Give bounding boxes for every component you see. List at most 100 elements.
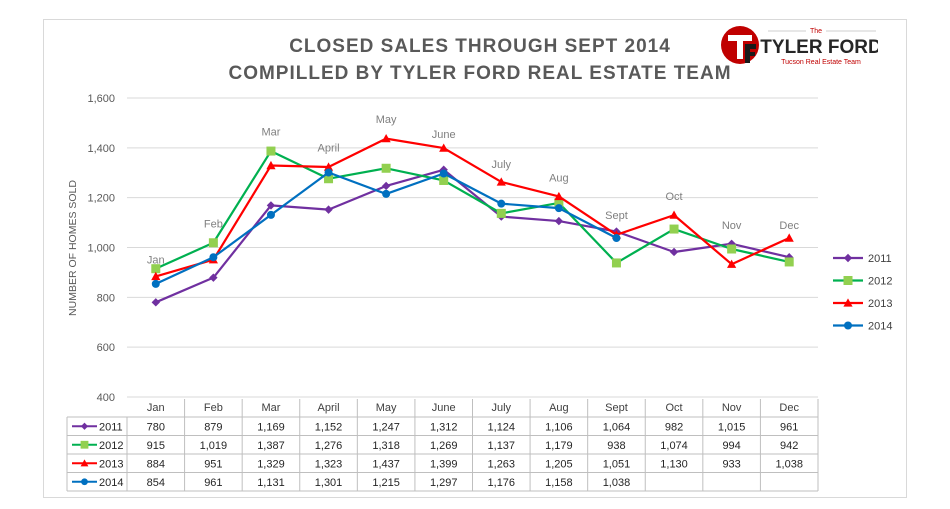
- data-point-2014-May: [382, 189, 391, 198]
- table-cell: 1,019: [200, 440, 228, 452]
- table-series-name: 2011: [99, 421, 123, 433]
- table-cell: 1,130: [660, 458, 688, 470]
- data-point-2012-Mar: [266, 146, 276, 156]
- tyler-ford-logo: The TYLER FORD Tucson Real Estate Team: [721, 26, 878, 66]
- table-legend-marker: [80, 440, 89, 449]
- data-point-2013-April: [323, 162, 334, 171]
- data-point-2011-Feb: [209, 273, 218, 282]
- data-point-2014-Mar: [266, 210, 275, 219]
- x-tick-label: Feb: [204, 402, 223, 414]
- table-legend-marker: [81, 478, 88, 486]
- annotation-April: April: [318, 143, 340, 155]
- table-cell: 1,124: [488, 421, 516, 433]
- table-cell: 938: [607, 440, 625, 452]
- table-cell: 1,276: [315, 440, 343, 452]
- annotation-Mar: Mar: [261, 126, 280, 138]
- table-cell: 1,399: [430, 458, 458, 470]
- legend-label: 2012: [868, 276, 892, 288]
- table-series-name: 2012: [99, 440, 123, 452]
- logo-name: TYLER FORD: [760, 37, 878, 58]
- table-row-2013: 2013 884 951 1,329 1,323 1,437 1,399 1,263 1,205…: [72, 458, 803, 470]
- data-point-2013-June: [439, 143, 449, 152]
- series-2011: [151, 165, 794, 307]
- table-cell: 961: [780, 421, 798, 433]
- x-tick-label: Jan: [147, 402, 165, 414]
- gridlines: [127, 97, 818, 398]
- table-cell: 1,152: [315, 421, 343, 433]
- data-point-2014-Aug: [554, 204, 563, 213]
- table-cell: 1,329: [257, 458, 285, 470]
- data-point-2011-Oct: [669, 247, 679, 257]
- legend-marker: [843, 276, 853, 285]
- y-tick-label: 1,600: [87, 93, 115, 105]
- table-cell: 1,387: [257, 440, 285, 452]
- x-tick-label: May: [376, 402, 397, 414]
- legend-item-2014: 2014: [833, 321, 892, 333]
- data-point-2012-Sept: [611, 258, 621, 268]
- data-point-2014-July: [497, 199, 506, 208]
- table-cell: 1,038: [775, 458, 803, 470]
- data-point-2014-Sept: [612, 234, 621, 243]
- data-point-2011-May: [381, 181, 391, 191]
- series-2014: [151, 168, 621, 288]
- chart-title-block: CLOSED SALES THROUGH SEPT 2014 COMPILLED…: [180, 33, 780, 87]
- x-tick-label: Nov: [722, 402, 742, 414]
- data-point-2012-July: [496, 208, 506, 218]
- legend-marker: [843, 298, 853, 307]
- x-tick-label: Aug: [549, 402, 569, 414]
- series-line-2012: [155, 149, 790, 270]
- series-2012: [151, 146, 794, 274]
- annotation-Aug: Aug: [549, 172, 569, 184]
- table-cell: 1,106: [545, 421, 573, 433]
- data-point-2012-Feb: [208, 238, 218, 248]
- annotation-Sept: Sept: [605, 210, 628, 222]
- series-line-2011: [155, 168, 790, 304]
- table-cell: 1,215: [372, 477, 400, 489]
- table-cell: 982: [665, 421, 683, 433]
- table-cell: 1,269: [430, 440, 458, 452]
- data-point-2014-June: [439, 169, 448, 178]
- table-cell: 1,015: [718, 421, 746, 433]
- table-cell: 1,205: [545, 458, 573, 470]
- annotation-Nov: Nov: [722, 220, 742, 232]
- table-cell: 1,051: [603, 458, 631, 470]
- table-cell: 942: [780, 440, 798, 452]
- table-cell: 1,176: [488, 477, 516, 489]
- table-cell: 1,301: [315, 477, 343, 489]
- data-point-2013-Nov: [727, 259, 737, 268]
- series-2013: [151, 134, 794, 281]
- data-point-2011-Jan: [151, 298, 160, 307]
- table-series-name: 2013: [99, 458, 123, 470]
- month-annotations: Jan Feb Mar April May June July Aug Sept Oct Nov De…: [147, 114, 800, 267]
- table-cell: 780: [147, 421, 165, 433]
- data-point-2013-Aug: [554, 191, 564, 201]
- legend-label: 2014: [868, 321, 892, 333]
- y-tick-label: 1,000: [87, 243, 115, 255]
- table-cell: 961: [204, 477, 222, 489]
- legend-label: 2011: [868, 253, 892, 265]
- annotation-July: July: [492, 159, 512, 171]
- table-series-name: 2014: [99, 477, 123, 489]
- table-cell: 1,179: [545, 440, 573, 452]
- legend-item-2012: 2012: [833, 276, 892, 288]
- data-point-2013-Mar: [266, 160, 276, 170]
- table-cell: 1,297: [430, 477, 458, 489]
- annotation-Feb: Feb: [204, 219, 223, 231]
- annotation-May: May: [376, 114, 397, 126]
- table-cell: 1,247: [372, 421, 400, 433]
- data-point-2012-Dec: [784, 257, 794, 267]
- x-tick-label: Sept: [605, 402, 628, 414]
- x-tick-label: April: [318, 402, 340, 414]
- x-tick-label: July: [492, 402, 512, 414]
- legend-marker: [844, 321, 852, 330]
- table-cell: 1,437: [372, 458, 400, 470]
- annotation-Dec: Dec: [779, 220, 799, 232]
- data-table: Jan Feb Mar April May June July Aug Sept Oct Nov De…: [66, 399, 819, 492]
- data-point-2013-July: [496, 177, 506, 186]
- table-cell: 1,137: [488, 440, 516, 452]
- table-cell: 879: [204, 421, 222, 433]
- logo-f-shape: [745, 44, 756, 63]
- logo-the: The: [810, 28, 822, 35]
- table-cell: 1,074: [660, 440, 688, 452]
